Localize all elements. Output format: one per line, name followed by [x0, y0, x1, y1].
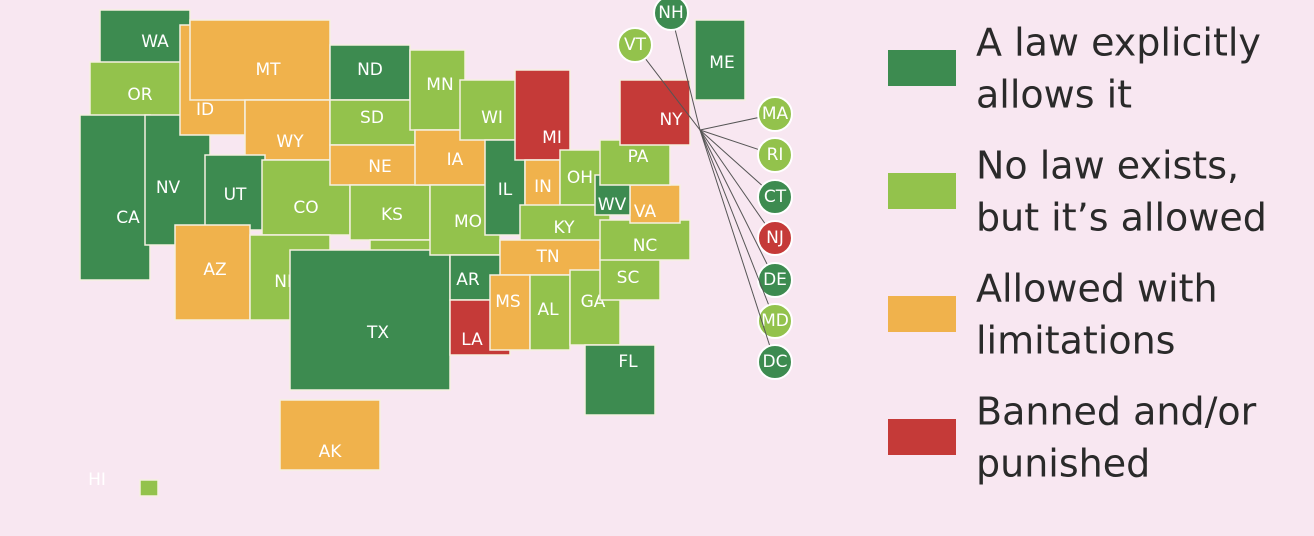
legend-label: punished	[976, 442, 1150, 486]
state-label: IA	[447, 150, 464, 170]
state-shape	[619, 79, 691, 146]
state-shape	[89, 61, 183, 118]
state-label: DE	[763, 270, 787, 290]
state-shape	[599, 139, 671, 186]
legend-label: No law exists,	[976, 144, 1239, 188]
state-marker	[757, 344, 793, 380]
state-shape	[489, 274, 531, 351]
legend-label: limitations	[976, 319, 1175, 363]
state-label: NE	[368, 157, 391, 177]
state-label: ND	[357, 60, 383, 80]
state-label: KY	[554, 218, 576, 238]
state-shape	[99, 9, 191, 66]
state-shape	[289, 249, 451, 391]
legend-label: allows it	[976, 73, 1132, 117]
leader-line	[699, 129, 776, 239]
state-shape	[694, 19, 746, 101]
state-label: AL	[537, 300, 559, 320]
legend-label: Allowed with	[976, 267, 1218, 311]
state-label: WI	[481, 108, 503, 128]
state-label: WV	[598, 195, 627, 215]
state-marker	[757, 220, 793, 256]
state-label: MI	[542, 128, 562, 148]
legend-swatch	[888, 419, 956, 455]
state-label: WY	[276, 132, 304, 152]
legend-swatch	[888, 50, 956, 86]
state-label: MA	[762, 104, 789, 124]
legend-label: Banned and/or	[976, 390, 1257, 434]
state-label: RI	[767, 145, 784, 165]
state-shape	[349, 184, 431, 241]
state-label: MT	[255, 60, 281, 80]
state-label: FL	[618, 352, 638, 372]
state-marker	[653, 0, 689, 31]
state-shape	[459, 79, 521, 141]
state-label: NH	[658, 3, 684, 23]
state-label: WA	[141, 32, 169, 52]
state-marker	[757, 179, 793, 215]
state-label: ME	[709, 53, 734, 73]
state-label: UT	[224, 185, 247, 205]
state-shape	[329, 99, 416, 146]
legend-swatch	[888, 173, 956, 209]
state-marker	[617, 27, 653, 63]
state-label: IL	[498, 180, 513, 200]
state-label: SC	[617, 268, 640, 288]
state-label: MO	[454, 212, 482, 232]
state-shape	[279, 399, 381, 471]
state-label: ID	[196, 100, 214, 120]
state-label: KS	[381, 205, 403, 225]
state-marker	[757, 137, 793, 173]
state-label: AK	[319, 442, 343, 462]
state-label: NY	[659, 110, 683, 130]
state-marker	[757, 303, 793, 339]
state-label: VT	[624, 35, 647, 55]
state-label: MN	[426, 75, 453, 95]
state-marker	[757, 262, 793, 298]
leader-line	[699, 129, 776, 363]
leader-line	[670, 12, 701, 131]
state-label: LA	[461, 330, 483, 350]
state-label: DC	[763, 352, 788, 372]
state-label: CA	[116, 208, 140, 228]
state-label: PA	[628, 147, 649, 167]
state-label: TX	[366, 323, 389, 343]
state-shape	[174, 224, 251, 321]
state-shape	[79, 114, 151, 281]
state-shape	[584, 344, 656, 416]
state-label: AZ	[203, 260, 226, 280]
state-label: NV	[156, 178, 181, 198]
state-label: AR	[456, 270, 480, 290]
state-shape	[144, 114, 211, 246]
state-label: OH	[567, 168, 593, 188]
state-shape	[514, 69, 571, 161]
state-label: VA	[634, 202, 657, 222]
state-label: NC	[633, 236, 658, 256]
leader-line	[699, 129, 776, 322]
state-label: MD	[761, 311, 789, 331]
state-label: OR	[127, 85, 152, 105]
legend-label: A law explicitly	[976, 21, 1261, 65]
state-shape	[139, 479, 159, 497]
state-label: CT	[764, 187, 787, 207]
state-label: HI	[88, 470, 106, 490]
legend-swatch	[888, 296, 956, 332]
state-label: MS	[495, 292, 520, 312]
state-label: SD	[360, 108, 384, 128]
state-label: TN	[535, 247, 559, 267]
state-label: IN	[534, 177, 552, 197]
legend-label: but it’s allowed	[976, 196, 1267, 240]
state-shape	[409, 49, 466, 131]
state-label: NJ	[766, 228, 784, 248]
state-marker	[757, 96, 793, 132]
leader-line	[699, 129, 776, 281]
state-label: CO	[293, 198, 318, 218]
